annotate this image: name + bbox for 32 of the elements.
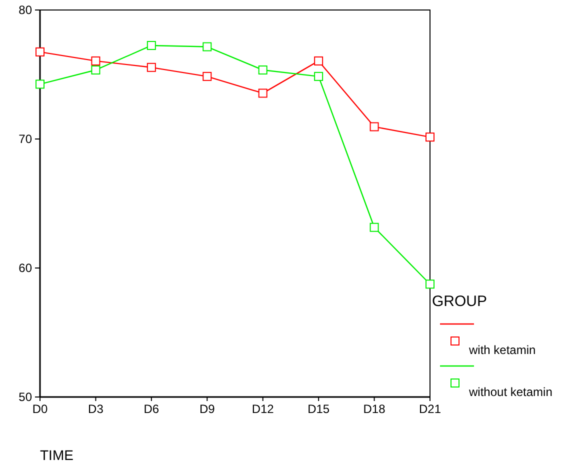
point <box>370 222 379 232</box>
point <box>314 72 324 81</box>
point <box>426 280 434 289</box>
y-tick-label: 80 <box>18 3 32 18</box>
point <box>426 132 434 142</box>
point <box>146 62 156 72</box>
y-tick-label: 70 <box>18 132 32 146</box>
point <box>258 65 268 74</box>
x-tick-label: D6 <box>144 402 160 416</box>
point <box>258 88 268 98</box>
y-tick-label: 50 <box>18 390 32 404</box>
point <box>202 72 212 81</box>
text: without ketamin <box>468 385 552 399</box>
legend-title: GROUP <box>432 293 488 310</box>
point <box>91 65 100 74</box>
x-tick-label: D9 <box>199 402 216 416</box>
point <box>36 80 44 89</box>
text: with ketamin <box>468 343 536 357</box>
x-tick-label: D18 <box>363 402 386 416</box>
x-tick-label: D3 <box>88 402 104 416</box>
point <box>370 122 379 132</box>
point <box>202 42 212 52</box>
point <box>146 40 156 50</box>
x-tick-label: D21 <box>418 402 442 416</box>
x-tick-label: D12 <box>252 402 274 416</box>
point <box>314 56 324 66</box>
y-tick-label: 60 <box>18 261 32 276</box>
x-tick-label: D15 <box>308 402 330 416</box>
point <box>36 47 44 56</box>
x-axis-title: TIME <box>40 447 74 463</box>
point <box>91 56 100 66</box>
x-tick-label: D0 <box>32 402 48 416</box>
